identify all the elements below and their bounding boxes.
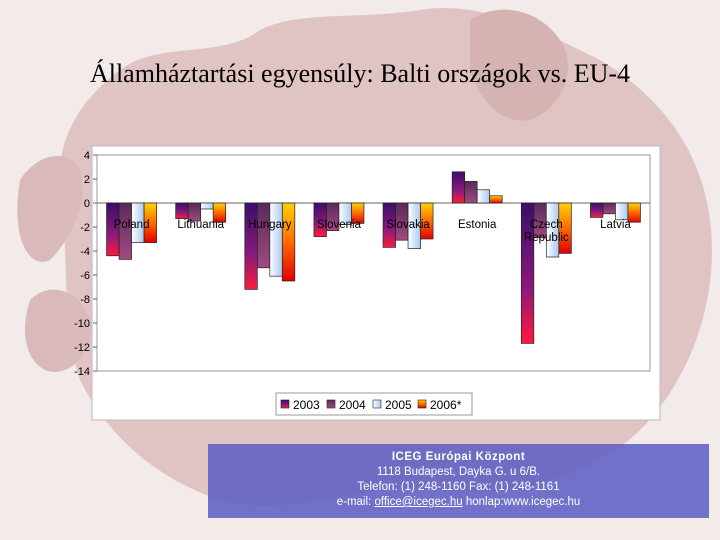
bar-estonia-2006 [489, 195, 503, 204]
footer-address: 1118 Budapest, Dayka G. u 6/B. [376, 466, 541, 478]
bar-estonia-2004 [464, 181, 478, 204]
footer-email-prefix: e-mail: [336, 496, 372, 508]
bar-czech-republic-2003 [520, 202, 535, 344]
bar-lithuania-2003 [175, 202, 189, 219]
y-tick-label: 2 [84, 174, 90, 186]
bar-hungary-2004 [256, 202, 271, 269]
y-tick-label: -2 [80, 222, 90, 234]
y-tick-label: 4 [84, 150, 90, 162]
category-label: Slovenia [317, 219, 362, 231]
bar-estonia-2003 [451, 171, 466, 204]
bar-lithuania-2004 [187, 202, 202, 222]
legend-swatch [417, 399, 427, 409]
category-label: Lithuania [177, 219, 224, 231]
bar-estonia-2005 [476, 189, 491, 204]
legend-swatch [326, 399, 336, 409]
legend-label: 2003 [293, 398, 320, 412]
bar-poland-2004 [118, 202, 132, 260]
footer-org: ICEG Európai Központ [391, 451, 526, 463]
y-tick-label: -14 [74, 366, 90, 378]
category-label: Republic [524, 232, 569, 244]
plot-area [96, 154, 651, 372]
bar-latvia-2004 [602, 202, 616, 215]
bar-slovakia-2006 [420, 202, 434, 240]
footer-email-link[interactable]: office@icegec.hu [374, 496, 463, 508]
footer-web: honlap:www.icegec.hu [465, 496, 581, 508]
bar-czech-republic-2006 [558, 202, 572, 254]
category-label: Hungary [248, 219, 292, 231]
legend-label: 2005 [385, 398, 412, 412]
bar-latvia-2005 [615, 202, 629, 221]
y-tick-label: -8 [80, 294, 90, 306]
bar-latvia-2003 [590, 202, 604, 218]
legend-label: 2004 [339, 398, 366, 412]
footer-contact-line: e-mail: office@icegec.hu honlap:www.iceg… [208, 495, 709, 510]
category-label: Poland [114, 219, 150, 231]
category-label: Slovakia [386, 219, 430, 231]
bar-hungary-2003 [244, 202, 258, 290]
bar-lithuania-2006 [212, 202, 227, 223]
category-label: Latvia [600, 219, 631, 231]
y-tick-label: -10 [74, 318, 90, 330]
y-tick-label: -12 [74, 342, 90, 354]
legend-label: 2006* [430, 398, 462, 412]
legend-swatch [372, 399, 382, 409]
y-tick-label: 0 [84, 198, 90, 210]
legend-swatch [280, 399, 290, 409]
category-label: Czech [530, 219, 563, 231]
bar-hungary-2006 [281, 202, 296, 282]
category-label: Estonia [458, 219, 497, 231]
bar-hungary-2005 [269, 202, 283, 277]
contact-footer: ICEG Európai Központ 1118 Budapest, Dayk… [208, 444, 709, 518]
y-tick-label: -6 [80, 270, 90, 282]
y-tick-label: -4 [80, 246, 90, 258]
footer-phone: Telefon: (1) 248-1160 Fax: (1) 248-1161 [357, 481, 560, 493]
slide-title: Államháztartási egyensúly: Balti országo… [89, 59, 631, 88]
bar-lithuania-2005 [200, 202, 214, 210]
bar-latvia-2006 [627, 202, 641, 223]
bar-slovenia-2006 [351, 202, 365, 224]
bar-poland-2006 [143, 202, 157, 243]
